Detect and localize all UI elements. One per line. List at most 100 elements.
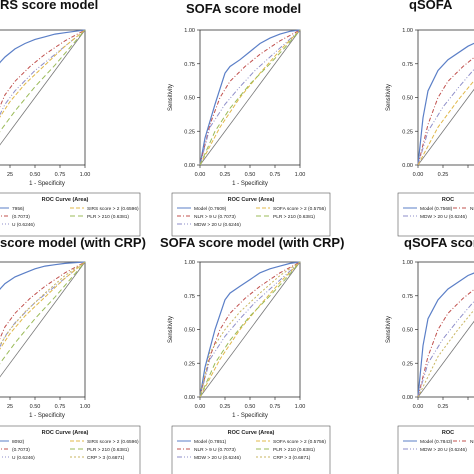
x-tick-label: 0.75 [55,404,66,410]
series-mdw-line [0,29,86,116]
series-mdw-line [417,300,474,398]
y-tick-label: 0.50 [184,328,195,334]
legend-entry-model: Model (0.7568) [420,206,453,212]
roc-panel-0: 25 0.50 0.75 1.00 1 - Specificity ROC Curve (… [0,29,141,237]
x-tick-label: 0.50 [245,172,256,178]
reference-diagonal [199,261,301,398]
x-axis-label: 1 - Specificity [232,413,268,419]
x-tick-label: 0.00 [413,404,424,410]
y-tick-label: 0.75 [184,62,195,68]
series-nlr-line [0,29,86,108]
x-tick-label: 1.00 [80,404,91,410]
series-plr-line [199,261,301,398]
reference-diagonal [417,320,474,398]
y-axis-label: Sensitivity [386,84,392,111]
y-tick-label: 0.50 [402,328,413,334]
series-nlr-line [417,56,474,166]
legend-entry-mdw: MDW > 20 U (0.6246) [194,455,241,461]
x-tick-label: 1.00 [80,172,91,178]
reference-diagonal [0,29,86,146]
x-tick-label: 0.00 [195,404,206,410]
legend-title: ROC Curve (Area) [228,430,275,436]
x-axis-label: 1 - Specificity [29,181,65,187]
y-tick-label: 0.75 [402,62,413,68]
series-model-line [0,261,86,291]
y-tick-label: 0.50 [402,96,413,102]
x-tick-label: 0.00 [413,172,424,178]
x-tick-label: 1.00 [295,172,306,178]
series-mdw-line [199,29,301,166]
legend-entry-plr: PLR > 210 (0.6381) [273,214,315,220]
series-crp-line [0,261,86,346]
legend-box [397,425,474,474]
series-score-line [199,29,301,166]
roc-panel-4: 0.00 0.25 0.50 0.75 1.00 0.00 0.25 0.50 0.75 1.00… [168,260,331,474]
legend-entry-score: SIRS score > 2 (0.6596) [87,206,139,212]
series-model-line [0,29,86,64]
y-tick-label: 0.00 [402,163,413,169]
legend-entry-mdw: MDW > 20 U (0.6246) [420,214,467,220]
legend-title: ROC Curve (Area) [42,197,89,203]
series-mdw-line [0,261,86,348]
x-axis-label: 1 - Specificity [232,181,268,187]
x-tick-label: 0.50 [245,404,256,410]
y-tick-label: 0.25 [184,361,195,367]
legend-box [397,192,474,237]
x-tick-label: 1.00 [295,404,306,410]
legend-entry-nlr: NLR > 9 U (0.7073) [470,206,474,212]
panel-title-sofa-crp: SOFA score model (with CRP) [160,235,345,250]
x-tick-label: 0.25 [220,172,231,178]
roc-panel-1: 0.00 0.25 0.50 0.75 1.00 0.00 0.25 0.50 0.75 1.00… [168,28,331,237]
legend-box [171,192,331,237]
x-tick-label: 0.25 [220,404,231,410]
series-nlr-line [0,261,86,340]
legend-box [171,425,331,474]
legend: ROC Curve (Area)Model (0.7609) SOFA score… [171,192,331,237]
reference-diagonal [0,261,86,378]
x-tick-label: 0.25 [438,172,449,178]
y-axis-label: Sensitivity [168,84,174,111]
x-tick-label: 0.75 [270,172,281,178]
legend-entry-score: SIRS score > 2 (0.6596) [87,439,139,445]
legend-entry-nlr: (0.7073) [12,447,30,453]
series-crp-line [199,261,301,398]
legend-title: ROC [442,430,454,436]
legend: ROC Model (0.7843) NLR > 9 U (0.7073)MDW >… [397,425,474,474]
x-tick-label: 0.75 [55,172,66,178]
series-model-line [417,272,474,398]
series-model-line [199,29,301,166]
legend-entry-model: 7956) [12,206,25,212]
legend-entry-model: Model (0.7851) [194,439,227,445]
series-score-line [0,261,86,350]
legend-entry-score: SOFA score > 2 (0.5756) [273,206,326,212]
x-tick-label: 0.50 [30,172,41,178]
series-mdw-line [199,261,301,398]
legend-entry-model: 8092) [12,439,25,445]
y-tick-label: 1.00 [402,28,413,34]
series-nlr-line [199,261,301,398]
legend: ROC Curve (Area) 7956) SIRS score > 2 (0.6… [0,192,141,237]
legend-entry-mdw: MDW > 20 U (0.6246) [194,222,241,228]
y-tick-label: 0.00 [402,395,413,401]
series-plr-line [0,29,86,133]
series-mdw-line [417,68,474,166]
y-tick-label: 0.25 [184,129,195,135]
plot-frame [0,261,86,398]
legend-entry-mdw: U (0.6246) [12,222,35,228]
y-tick-label: 0.25 [402,361,413,367]
series-crp-line [417,309,474,398]
series-nlr-line [199,29,301,166]
legend-entry-nlr: NLR > 9 U (0.7073) [194,447,236,453]
x-tick-label: 25 [7,404,13,410]
legend-entry-mdw: MDW > 20 U (0.6246) [420,447,467,453]
panel-title-qsofa: qSOFA [409,0,453,12]
legend-entry-nlr: (0.7073) [12,214,30,220]
series-score-line [0,29,86,118]
panel-title-qsofa-crp: qSOFA score [404,235,474,250]
reference-diagonal [417,88,474,166]
roc-panel-5: 0.00 0.25 0.00 0.25 0.50 0.75 1.00 Sensitivity R… [386,260,474,474]
legend-entry-nlr: NLR > 9 U (0.7073) [194,214,236,220]
roc-panel-3: 25 0.50 0.75 1.00 1 - Specificity ROC Curve (… [0,261,141,474]
y-tick-label: 0.50 [184,96,195,102]
